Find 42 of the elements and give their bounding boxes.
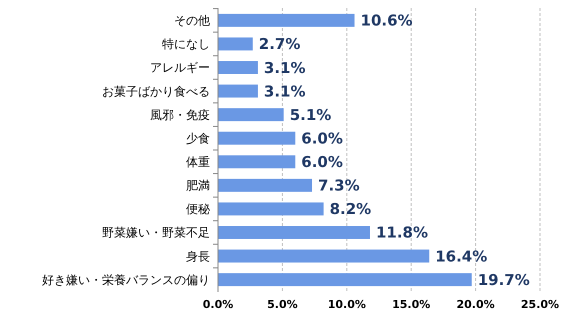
y-tick-label: 好き嫌い・栄養バランスの偏り	[42, 272, 210, 287]
y-tick-label: 便秘	[186, 202, 210, 216]
bar	[218, 14, 355, 27]
bar	[218, 250, 430, 263]
x-tick-label: 20.0%	[456, 298, 495, 311]
y-tick-label: 身長	[186, 249, 210, 264]
bar	[218, 132, 296, 145]
bar	[218, 61, 258, 74]
data-label: 16.4%	[435, 247, 488, 266]
bar	[218, 155, 296, 168]
y-tick-label: 少食	[186, 131, 210, 146]
x-tick-label: 10.0%	[328, 298, 366, 311]
x-tick-label: 0.0%	[202, 298, 234, 311]
y-tick-label: 特になし	[162, 37, 210, 52]
data-label: 11.8%	[376, 224, 428, 242]
data-label: 7.3%	[318, 176, 360, 195]
data-label: 8.2%	[330, 200, 372, 218]
data-label: 3.1%	[264, 82, 306, 100]
data-label: 6.0%	[301, 129, 343, 148]
bar	[218, 84, 258, 98]
x-tick-label: 15.0%	[392, 298, 430, 311]
x-tick-label: 25.0%	[520, 298, 560, 311]
bar	[218, 273, 472, 286]
bar	[218, 108, 284, 122]
data-label: 2.7%	[258, 35, 300, 54]
y-tick-label: 風邪・免疫	[150, 108, 210, 122]
data-label: 5.1%	[290, 106, 332, 124]
y-tick-label: 肥満	[186, 178, 210, 193]
y-tick-label: その他	[174, 14, 210, 28]
x-tick-label: 5.0%	[267, 298, 298, 311]
y-tick-label: 体重	[186, 154, 210, 169]
bar	[218, 202, 324, 216]
y-tick-label: お菓子ばかり食べる	[102, 84, 210, 98]
data-label: 19.7%	[478, 270, 530, 289]
y-tick-label: アレルギー	[150, 60, 210, 75]
bar	[218, 178, 312, 192]
data-label: 3.1%	[264, 58, 306, 77]
y-tick-label: 野菜嫌い・野菜不足	[102, 226, 210, 240]
bar	[218, 226, 370, 239]
data-label: 10.6%	[360, 12, 413, 30]
bar	[218, 37, 253, 50]
data-label: 6.0%	[301, 153, 343, 172]
